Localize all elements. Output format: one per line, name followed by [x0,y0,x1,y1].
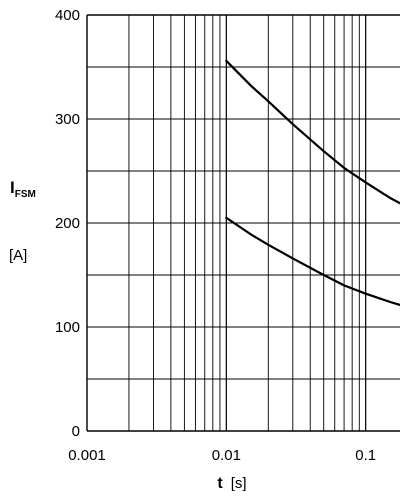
x-axis-title: t [s] [217,475,246,492]
y-tick-label: 400 [55,7,80,24]
x-axis-unit: [s] [231,475,247,492]
y-axis-label-sub: FSM [15,189,36,200]
series-line-1 [225,59,400,205]
y-tick-label: 0 [72,423,80,440]
x-tick-label: 0.001 [68,447,106,464]
series [225,59,400,307]
y-tick-label: 100 [55,319,80,336]
y-axis-label-main: I [10,178,15,197]
x-axis-label-main: t [217,475,223,492]
x-tick-label: 0.01 [212,447,241,464]
y-tick-label: 200 [55,215,80,232]
grid [86,14,400,432]
series-line-2 [225,216,400,307]
y-tick-label: 300 [55,111,80,128]
y-axis-unit: [A] [9,247,27,264]
x-tick-label: 0.1 [355,447,376,464]
y-axis-title: IFSM [10,178,36,200]
